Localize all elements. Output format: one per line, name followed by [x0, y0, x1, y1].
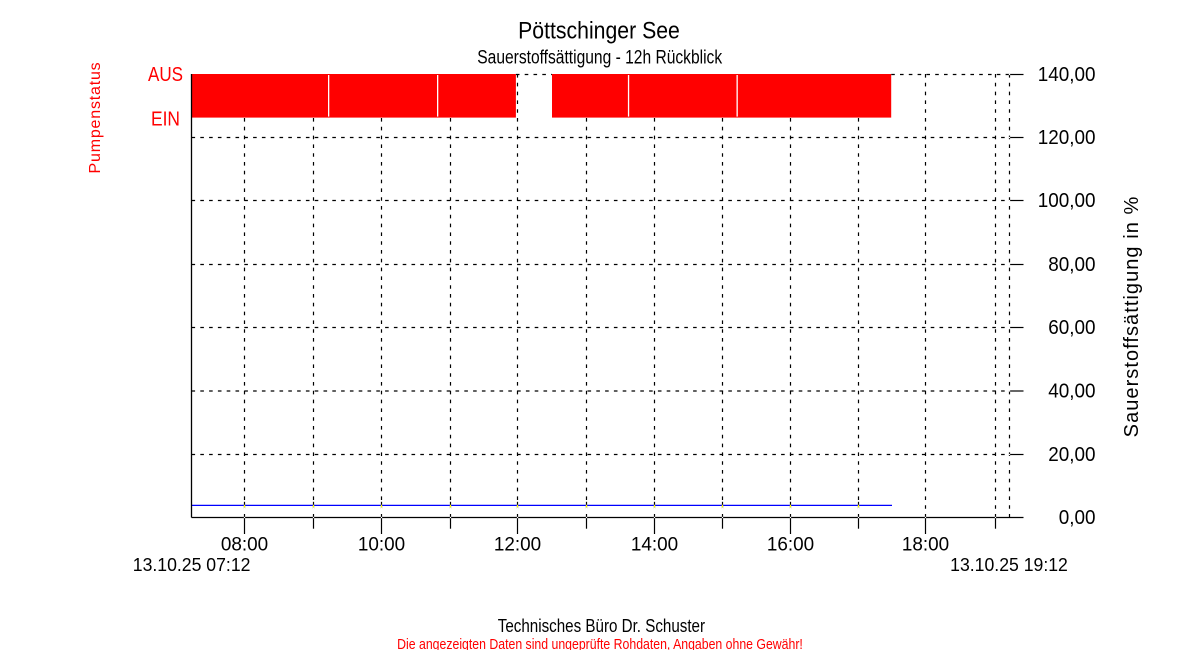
svg-text:20,00: 20,00: [1048, 444, 1095, 467]
svg-text:Pöttschinger See: Pöttschinger See: [518, 16, 680, 44]
svg-text:13.10.25 07:12: 13.10.25 07:12: [133, 555, 251, 575]
svg-text:08:00: 08:00: [221, 535, 268, 556]
svg-text:120,00: 120,00: [1038, 127, 1096, 150]
svg-text:140,00: 140,00: [1038, 64, 1096, 87]
svg-text:13.10.25 19:12: 13.10.25 19:12: [950, 555, 1068, 575]
svg-text:Pumpenstatus: Pumpenstatus: [87, 62, 104, 174]
svg-text:Sauerstoffsättigung in %: Sauerstoffsättigung in %: [1121, 196, 1143, 438]
svg-text:60,00: 60,00: [1048, 317, 1095, 340]
svg-text:16:00: 16:00: [767, 535, 814, 556]
svg-text:100,00: 100,00: [1038, 190, 1096, 213]
svg-text:0,00: 0,00: [1059, 507, 1096, 530]
svg-text:10:00: 10:00: [358, 535, 405, 556]
svg-text:EIN: EIN: [151, 109, 180, 132]
svg-text:Technisches Büro Dr. Schuster: Technisches Büro Dr. Schuster: [498, 615, 706, 636]
svg-text:14:00: 14:00: [631, 535, 678, 556]
svg-text:Die angezeigten Daten sind ung: Die angezeigten Daten sind ungeprüfte Ro…: [397, 636, 803, 650]
svg-text:18:00: 18:00: [902, 535, 949, 556]
svg-text:40,00: 40,00: [1048, 380, 1095, 403]
svg-text:AUS: AUS: [148, 63, 183, 86]
svg-text:12:00: 12:00: [494, 535, 541, 556]
svg-text:Sauerstoffsättigung - 12h Rück: Sauerstoffsättigung - 12h Rückblick: [477, 46, 722, 68]
svg-text:80,00: 80,00: [1048, 254, 1095, 277]
